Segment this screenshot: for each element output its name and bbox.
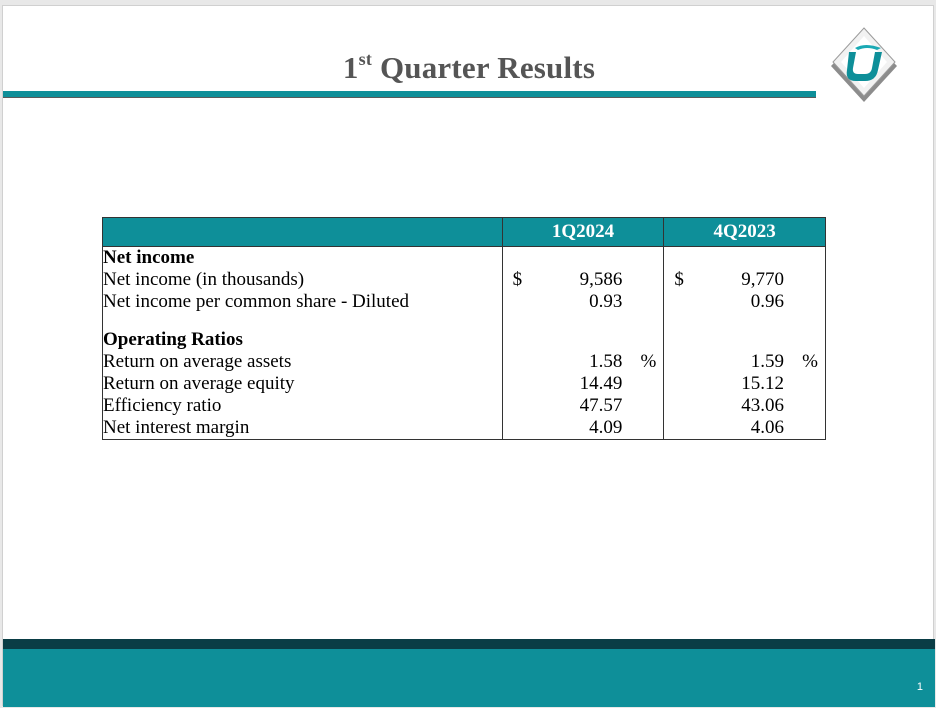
- spacer-row: [102, 313, 826, 329]
- value-1q2024: 1.58: [589, 351, 623, 372]
- percent-sign: %: [802, 351, 818, 372]
- company-logo-icon: [831, 27, 897, 102]
- table-row: Net income (in thousands) $9,586 $9,770: [102, 269, 826, 291]
- footer-band: [3, 649, 935, 707]
- table-row: Return on average equity 14.49 15.12: [102, 373, 826, 395]
- column-header-1q2024: 1Q2024: [501, 217, 665, 247]
- column-header-4q2023: 4Q2023: [663, 217, 826, 247]
- title-underline-bar: [3, 91, 816, 98]
- row-label: Net income (in thousands): [102, 269, 503, 291]
- currency-symbol: $: [674, 269, 684, 290]
- header-blank-cell: [102, 217, 503, 247]
- table-row: Efficiency ratio 47.57 43.06: [102, 395, 826, 417]
- table-row: Return on average assets 1.58% 1.59%: [102, 351, 826, 373]
- value-1q2024: 9,586: [579, 269, 623, 290]
- value-4q2023: 9,770: [741, 269, 784, 290]
- section-heading-row: Net income: [102, 246, 826, 269]
- value-4q2023: 15.12: [741, 373, 784, 394]
- page-title: 1st Quarter Results: [342, 48, 596, 85]
- section-heading: Net income: [102, 246, 503, 269]
- value-4q2023: 1.59: [750, 351, 784, 372]
- value-4q2023: 4.06: [750, 417, 784, 438]
- table-row: Net interest margin 4.09 4.06: [102, 417, 826, 440]
- value-1q2024: 47.57: [579, 395, 623, 416]
- page-number: 1: [916, 681, 923, 693]
- row-label: Efficiency ratio: [102, 395, 503, 417]
- table-header-row: 1Q2024 4Q2023: [102, 217, 826, 247]
- results-table: 1Q2024 4Q2023 Net income Net income (in …: [102, 217, 826, 440]
- row-label: Net interest margin: [102, 417, 503, 440]
- row-label: Net income per common share - Diluted: [102, 291, 503, 313]
- table-row: Net income per common share - Diluted 0.…: [102, 291, 826, 313]
- row-label: Return on average assets: [102, 351, 503, 373]
- value-1q2024: 4.09: [589, 417, 623, 438]
- value-4q2023: 43.06: [741, 395, 784, 416]
- value-1q2024: 0.93: [589, 291, 623, 312]
- title-superscript: st: [358, 48, 373, 69]
- value-4q2023: 0.96: [750, 291, 784, 312]
- row-label: Return on average equity: [102, 373, 503, 395]
- footer-dark-band: [3, 639, 935, 649]
- percent-sign: %: [640, 351, 657, 372]
- value-1q2024: 14.49: [579, 373, 623, 394]
- section-heading-row: Operating Ratios: [102, 329, 826, 351]
- currency-symbol: $: [512, 269, 523, 290]
- section-heading: Operating Ratios: [102, 329, 503, 351]
